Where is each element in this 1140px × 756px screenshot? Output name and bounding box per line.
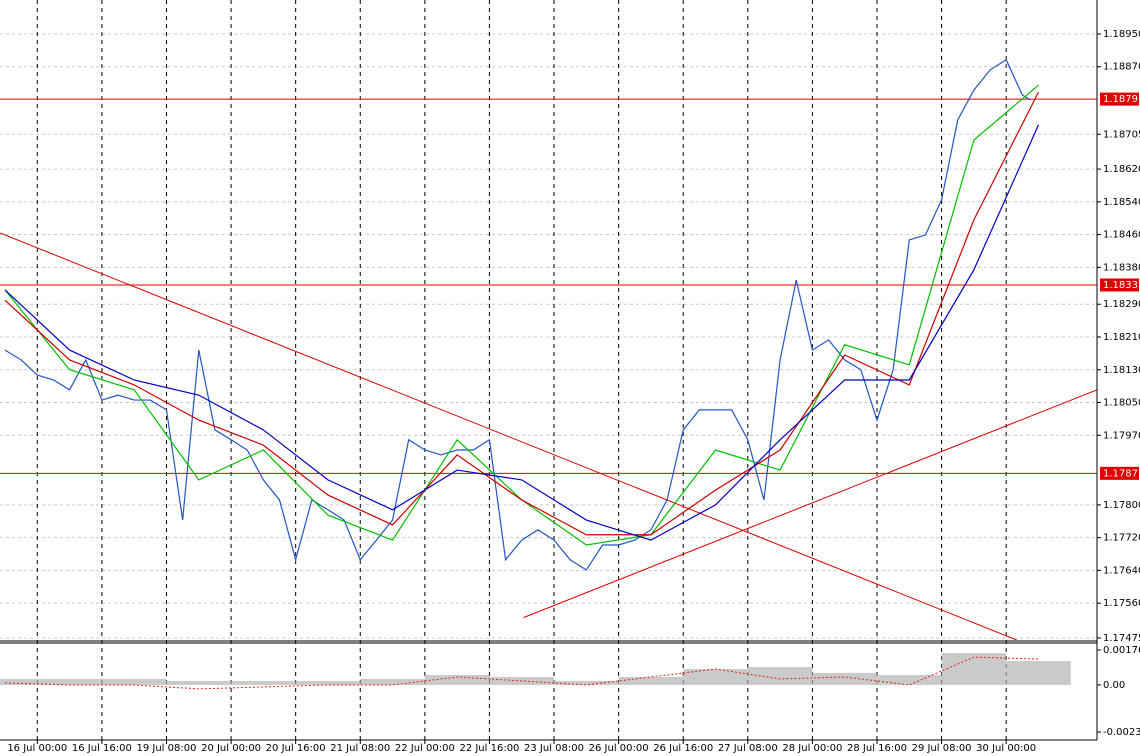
x-tick-label: 20 Jul 00:00: [201, 743, 261, 754]
y-tick-label: 0.00: [1103, 680, 1125, 691]
series-line: [4, 58, 1031, 571]
level-tag-label: 1.17877: [1103, 468, 1140, 479]
histogram-bar: [295, 680, 361, 685]
y-tick-label: 0.00176: [1103, 645, 1140, 656]
y-tick-label: 1.17475: [1103, 633, 1140, 644]
histogram-bar: [618, 676, 684, 685]
level-tag: [1100, 278, 1139, 292]
y-tick-label: 1.18290: [1103, 299, 1140, 310]
trend-line: [0, 232, 1017, 640]
histogram-bar: [424, 675, 490, 685]
y-tick-label: 1.17970: [1103, 430, 1140, 441]
x-tick-label: 20 Jul 16:00: [266, 743, 326, 754]
x-tick-label: 29 Jul 08:00: [912, 743, 972, 754]
histogram-bar: [747, 667, 813, 685]
series-line: [4, 124, 1040, 541]
histogram-bar: [812, 673, 877, 685]
y-tick-label: 1.18460: [1103, 230, 1140, 241]
x-tick-label: 22 Jul 16:00: [459, 743, 519, 754]
y-tick-label: 1.18130: [1103, 365, 1140, 376]
y-tick-label: 1.18870: [1103, 62, 1140, 73]
x-tick-label: 16 Jul 16:00: [72, 743, 132, 754]
y-tick-label: 1.18705: [1103, 129, 1140, 140]
y-tick-label: 1.17800: [1103, 500, 1140, 511]
x-tick-label: 26 Jul 16:00: [653, 743, 713, 754]
histogram-bar: [683, 669, 748, 685]
y-tick-label: 1.17640: [1103, 565, 1140, 576]
y-tick-label: 1.17720: [1103, 533, 1140, 544]
x-tick-label: 30 Jul 00:00: [976, 743, 1036, 754]
x-tick-label: 19 Jul 08:00: [136, 743, 196, 754]
histogram-bar: [0, 678, 38, 685]
signal-line: [4, 656, 1039, 690]
x-tick-label: 28 Jul 00:00: [782, 743, 842, 754]
price-panel: [0, 58, 1097, 640]
level-tag: [1100, 466, 1139, 480]
y-tick-label: 1.18380: [1103, 262, 1140, 273]
y-tick-label: -0.00237: [1103, 727, 1140, 738]
histogram-bar: [1006, 661, 1071, 685]
y-tick-label: 1.18950: [1103, 29, 1140, 40]
x-tick-label: 16 Jul 00:00: [7, 743, 67, 754]
y-tick-label: 1.17560: [1103, 598, 1140, 609]
y-tick-label: 1.18050: [1103, 398, 1140, 409]
histogram-bar: [941, 653, 1007, 685]
grid: [0, 0, 1097, 740]
histogram-bar: [554, 680, 619, 685]
histogram-bar: [166, 680, 232, 685]
x-tick-label: 27 Jul 08:00: [718, 743, 778, 754]
y-tick-label: 1.18620: [1103, 164, 1140, 175]
x-tick-label: 21 Jul 08:00: [330, 743, 390, 754]
x-tick-label: 22 Jul 00:00: [395, 743, 455, 754]
histogram-bar: [360, 678, 425, 685]
series-line: [4, 91, 1039, 536]
histogram-bar: [231, 680, 296, 685]
level-tag-label: 1.18337: [1103, 280, 1140, 291]
x-tick-label: 23 Jul 08:00: [524, 743, 584, 754]
histogram-bar: [876, 675, 942, 685]
x-tick-label: 26 Jul 00:00: [589, 743, 649, 754]
histogram-bar: [37, 678, 102, 685]
oscillator-panel: [0, 653, 1071, 690]
y-tick-label: 1.18210: [1103, 332, 1140, 343]
trend-line: [523, 389, 1097, 618]
level-tag: [1100, 92, 1139, 106]
y-tick-label: 1.18540: [1103, 197, 1140, 208]
histogram-bar: [101, 678, 167, 685]
x-tick-label: 28 Jul 16:00: [847, 743, 907, 754]
